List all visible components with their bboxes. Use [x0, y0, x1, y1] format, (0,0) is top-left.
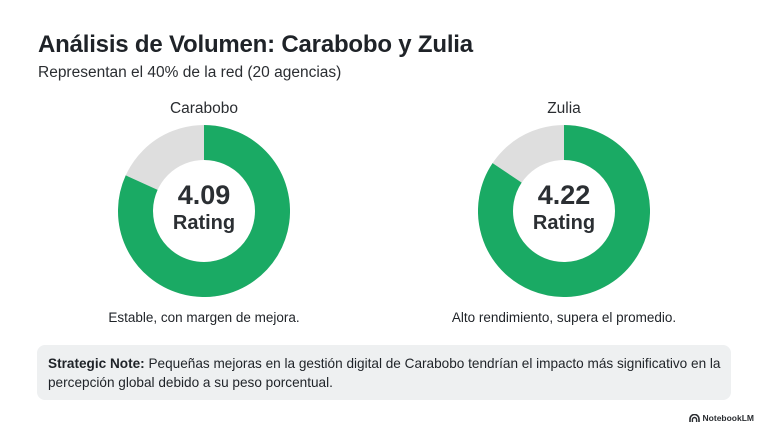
chart-title: Zulia	[547, 100, 581, 117]
page-title: Análisis de Volumen: Carabobo y Zulia	[38, 31, 473, 58]
strategic-note: Strategic Note: Pequeñas mejoras en la g…	[37, 345, 731, 400]
note-label: Strategic Note:	[48, 356, 145, 371]
rating-value: 4.09	[177, 180, 231, 210]
chart-caption: Estable, con margen de mejora.	[108, 310, 300, 325]
brand-mark: NotebookLM	[688, 413, 754, 423]
chart-panel-carabobo: Carabobo 4.09 Rating Estable, con margen…	[84, 98, 324, 328]
page-subtitle: Representan el 40% de la red (20 agencia…	[38, 64, 342, 81]
donut-value-arc	[478, 125, 650, 297]
note-text: Pequeñas mejoras en la gestión digital d…	[48, 356, 721, 390]
donut-svg	[118, 125, 290, 297]
donut-chart: 4.22 Rating	[478, 125, 650, 297]
donut-svg	[478, 125, 650, 297]
rating-value: 4.22	[537, 180, 591, 210]
chart-caption: Alto rendimiento, supera el promedio.	[451, 310, 677, 325]
chart-panel-zulia: Zulia 4.22 Rating Alto rendimiento, supe…	[444, 98, 684, 328]
rating-label: Rating	[172, 212, 236, 234]
rating-label: Rating	[532, 212, 596, 234]
brand-name: NotebookLM	[702, 413, 754, 423]
chart-title: Carabobo	[169, 100, 239, 117]
donut-value-arc	[118, 125, 290, 297]
donut-chart: 4.09 Rating	[118, 125, 290, 297]
notebooklm-logo-icon	[688, 413, 700, 422]
